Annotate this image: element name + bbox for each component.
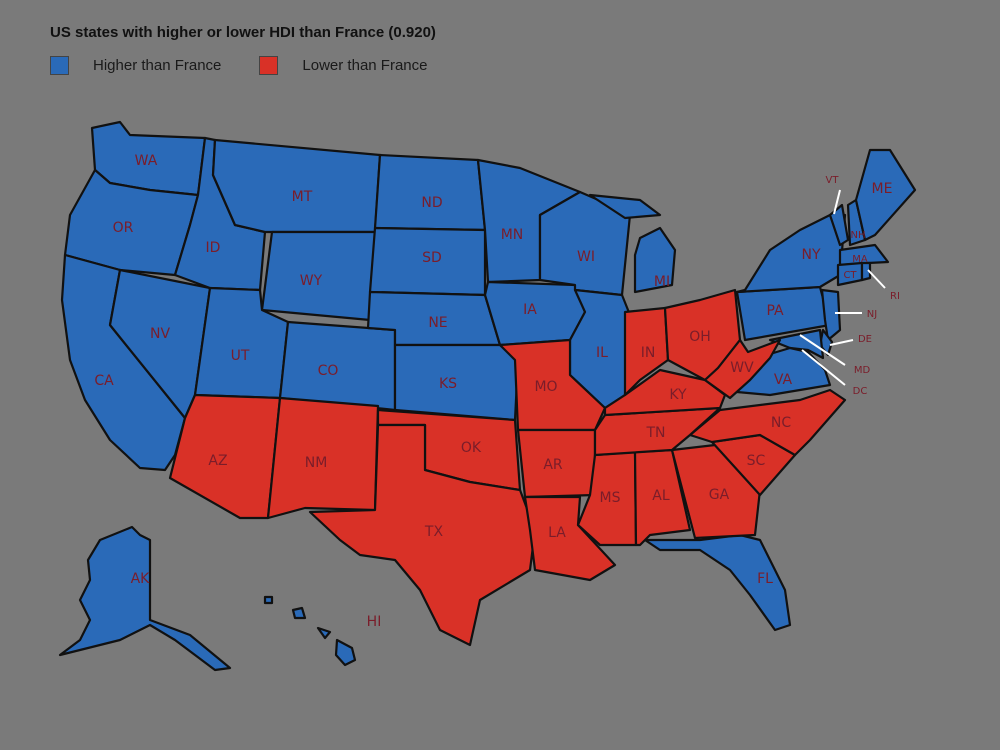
- label-tn: TN: [645, 425, 665, 441]
- label-ak: AK: [131, 571, 151, 587]
- leader-dc: [801, 349, 846, 386]
- label-id: ID: [206, 240, 221, 256]
- label-me: ME: [872, 181, 893, 197]
- label-hi: HI: [367, 614, 382, 630]
- label-oh: OH: [689, 329, 711, 345]
- label-mi: MI: [654, 274, 670, 290]
- label-ri: RI: [890, 291, 900, 302]
- label-dc: DC: [853, 386, 868, 397]
- label-va: VA: [774, 372, 793, 388]
- label-nj: NJ: [867, 309, 877, 320]
- label-ca: CA: [94, 373, 114, 389]
- label-ma: MA: [852, 254, 868, 265]
- label-ok: OK: [461, 440, 482, 456]
- state-in: [623, 306, 670, 397]
- state-nd: [373, 153, 487, 232]
- state-mi: [588, 193, 677, 294]
- label-al: AL: [652, 488, 670, 504]
- label-mn: MN: [501, 227, 524, 243]
- label-mt: MT: [292, 189, 313, 205]
- label-sc: SC: [747, 453, 766, 469]
- state-ma: [838, 243, 890, 267]
- label-ct: CT: [843, 270, 857, 281]
- legend-swatch-lower: [259, 56, 279, 75]
- label-nh: NH: [851, 230, 866, 241]
- state-me: [854, 148, 917, 242]
- legend-swatch-higher: [50, 56, 69, 75]
- label-ms: MS: [600, 490, 621, 506]
- legend-item-lower: Lower than France: [259, 56, 427, 75]
- label-la: LA: [548, 525, 566, 541]
- leader-ri: [867, 269, 886, 289]
- state-ak: [58, 525, 232, 672]
- label-ny: NY: [801, 247, 820, 263]
- label-wa: WA: [135, 153, 158, 169]
- state-mt: [211, 138, 382, 234]
- label-ky: KY: [669, 387, 687, 403]
- label-ut: UT: [231, 348, 250, 364]
- label-wy: WY: [300, 273, 323, 289]
- state-tx: [308, 423, 537, 647]
- label-wi: WI: [577, 249, 595, 265]
- label-md: MD: [854, 365, 871, 376]
- state-vt: [828, 203, 850, 247]
- label-mo: MO: [534, 379, 557, 395]
- label-vt: VT: [826, 175, 840, 186]
- label-de: DE: [858, 334, 872, 345]
- label-az: AZ: [208, 453, 227, 469]
- label-nm: NM: [305, 455, 328, 471]
- legend-label-higher: Higher than France: [93, 57, 222, 74]
- leader-md: [799, 334, 846, 366]
- leader-de: [829, 339, 854, 346]
- label-ne: NE: [428, 315, 447, 331]
- state-la: [523, 495, 617, 582]
- label-in: IN: [641, 345, 656, 361]
- label-or: OR: [113, 220, 134, 236]
- label-wv: WV: [730, 360, 754, 376]
- state-hi: [263, 595, 357, 667]
- label-ks: KS: [439, 376, 457, 392]
- label-nd: ND: [421, 195, 442, 211]
- label-fl: FL: [757, 571, 773, 587]
- state-md: [768, 328, 825, 360]
- label-nc: NC: [771, 415, 791, 431]
- state-ny: [735, 213, 847, 294]
- label-il: IL: [596, 345, 608, 361]
- label-ia: IA: [523, 302, 537, 318]
- label-co: CO: [318, 363, 339, 379]
- state-ri: [860, 261, 872, 282]
- label-tx: TX: [424, 524, 444, 540]
- state-mo: [498, 338, 607, 432]
- label-nv: NV: [150, 326, 170, 342]
- map-title: US states with higher or lower HDI than …: [50, 24, 436, 41]
- legend: Higher than France Lower than France: [50, 56, 465, 75]
- leader-vt: [833, 189, 841, 215]
- label-ar: AR: [543, 457, 563, 473]
- state-nc: [688, 388, 847, 457]
- label-ga: GA: [709, 487, 730, 503]
- label-pa: PA: [766, 303, 784, 319]
- label-sd: SD: [422, 250, 442, 266]
- legend-label-lower: Lower than France: [302, 57, 428, 74]
- state-wv: [703, 338, 782, 400]
- state-nm: [266, 396, 380, 520]
- legend-item-higher: Higher than France: [50, 56, 221, 75]
- state-nj: [820, 288, 842, 342]
